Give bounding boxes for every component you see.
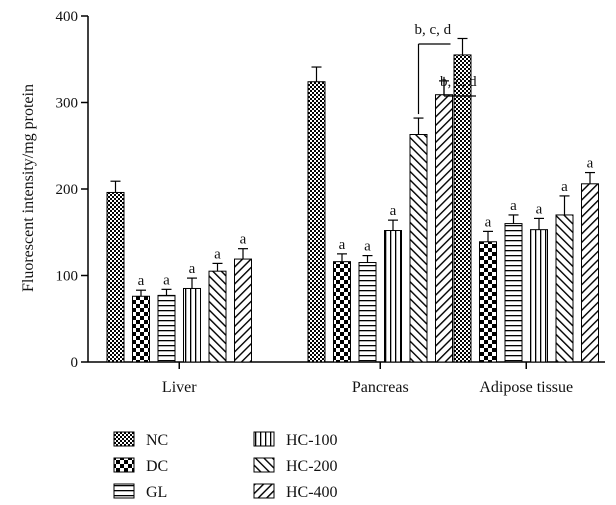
sig-label-HC-400-Liver: a (240, 232, 247, 248)
legend-swatch-GL (113, 483, 135, 499)
y-tick-label-3: 300 (56, 96, 79, 112)
annotation-text-1: b, c, d (440, 74, 477, 90)
legend-label-HC-100: HC-100 (286, 432, 338, 449)
sig-label-GL-Adipose tissue: a (510, 198, 517, 214)
bar-HC-400-Liver (234, 258, 252, 363)
x-tick-label-0: Liver (162, 379, 197, 396)
bar-HC-400-Pancreas (435, 94, 453, 363)
legend-label-GL: GL (146, 484, 167, 501)
legend-label-DC: DC (146, 458, 168, 475)
legend-label-HC-200: HC-200 (286, 458, 338, 475)
bar-DC-Liver (132, 295, 150, 363)
legend-label-NC: NC (146, 432, 168, 449)
y-tick-label-2: 200 (56, 182, 79, 198)
bars: a a a a a a a a a a a a a (106, 37, 599, 363)
x-tick-label-2: Adipose tissue (479, 379, 573, 396)
bar-HC-100-Liver (183, 287, 201, 363)
bar-HC-100-Adipose tissue (530, 229, 548, 363)
bar-HC-400-Adipose tissue (581, 183, 599, 363)
bar-GL-Adipose tissue (504, 223, 523, 363)
y-tick-label-4: 400 (56, 9, 79, 25)
sig-label-HC-100-Adipose tissue: a (536, 201, 543, 217)
legend-swatch-HC-200 (253, 457, 275, 473)
bar-HC-200-Pancreas (409, 134, 428, 363)
y-tick-label-0: 0 (71, 355, 79, 371)
legend-label-HC-400: HC-400 (286, 484, 338, 501)
sig-label-GL-Pancreas: a (364, 239, 371, 255)
bar-HC-200-Adipose tissue (555, 214, 574, 363)
y-axis-label: Fluorescent intensity/mg protein (20, 84, 37, 292)
sig-label-HC-400-Adipose tissue: a (587, 156, 594, 172)
legend-swatch-DC (113, 457, 135, 473)
legend: NC DC GL HC-100 HC-200 HC-400 (113, 431, 338, 501)
bar-GL-Pancreas (358, 262, 377, 363)
sig-label-HC-200-Adipose tissue: a (561, 179, 568, 195)
sig-label-HC-200-Liver: a (214, 246, 221, 262)
sig-label-DC-Liver: a (138, 273, 145, 289)
sig-label-GL-Liver: a (163, 272, 170, 288)
legend-swatch-HC-100 (253, 431, 275, 447)
bar-DC-Adipose tissue (479, 241, 497, 363)
bar-NC-Adipose tissue (453, 54, 472, 363)
x-axis: Liver Pancreas Adipose tissue (88, 361, 605, 396)
legend-swatch-NC (113, 431, 135, 447)
bar-HC-200-Liver (208, 270, 227, 363)
annotation-text-0: b, c, d (415, 22, 452, 38)
bar-HC-100-Pancreas (384, 230, 402, 363)
y-tick-label-1: 100 (56, 269, 79, 285)
sig-label-DC-Pancreas: a (339, 237, 346, 253)
bar-NC-Pancreas (307, 81, 326, 363)
x-tick-label-1: Pancreas (352, 379, 409, 396)
bar-GL-Liver (157, 294, 176, 363)
sig-label-HC-100-Pancreas: a (390, 203, 397, 219)
annotations: b, c, d b, c, d (415, 22, 477, 115)
legend-swatch-HC-400 (253, 483, 275, 499)
bar-DC-Pancreas (333, 261, 351, 363)
sig-label-HC-100-Liver: a (189, 261, 196, 277)
y-axis: 0 100 200 300 400 (56, 9, 89, 371)
bar-NC-Liver (106, 191, 125, 363)
sig-label-DC-Adipose tissue: a (485, 214, 492, 230)
